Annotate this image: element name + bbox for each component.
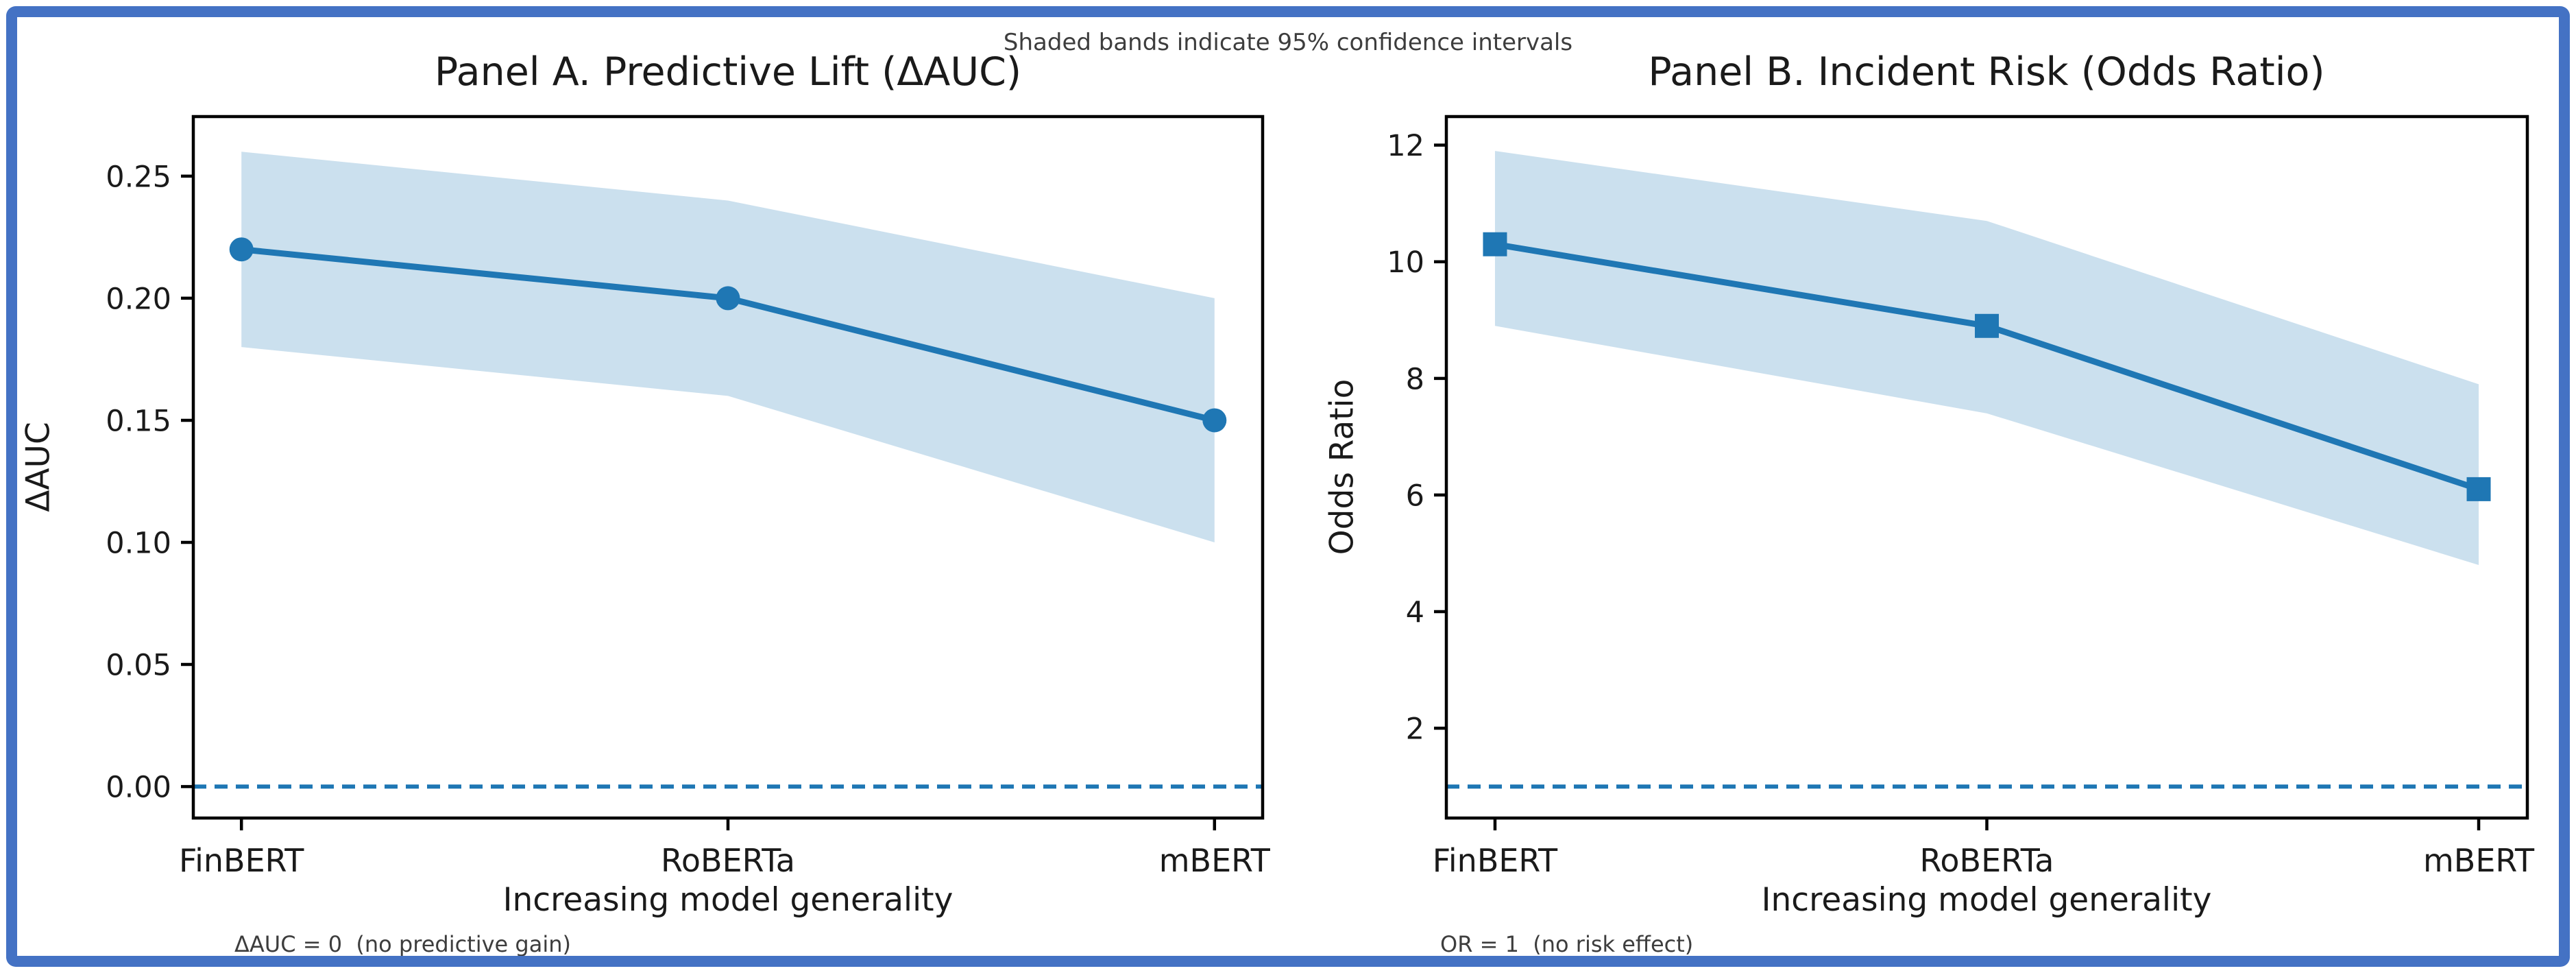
confidence-band bbox=[241, 152, 1215, 542]
x-tick-label: RoBERTa bbox=[661, 842, 795, 879]
data-point-mbert bbox=[2466, 477, 2491, 501]
data-point-mbert bbox=[1202, 408, 1227, 433]
y-tick-label: 2 bbox=[1406, 712, 1424, 747]
x-tick-label: mBERT bbox=[1159, 842, 1271, 879]
y-tick-label: 12 bbox=[1387, 129, 1424, 163]
x-tick-label: FinBERT bbox=[179, 842, 304, 879]
x-tick-label: mBERT bbox=[2423, 842, 2535, 879]
panel-b-y-axis-label: Odds Ratio bbox=[1323, 379, 1361, 555]
panel-b-title: Panel B. Incident Risk (Odds Ratio) bbox=[1648, 49, 2325, 95]
y-tick-label: 0.15 bbox=[106, 404, 171, 438]
panel-a-reference-annotation: ΔAUC = 0 (no predictive gain) bbox=[234, 931, 571, 957]
data-point-finbert bbox=[1483, 232, 1507, 256]
y-tick-label: 10 bbox=[1387, 245, 1424, 280]
panel-b-chart: 2 4 6 8 10 12 FinBERT RoBERTa mBERT bbox=[1387, 115, 2535, 879]
y-tick-label: 0.20 bbox=[106, 282, 171, 316]
data-point-roberta bbox=[1975, 313, 1999, 338]
panel-a-chart: 0.00 0.05 0.10 0.15 0.20 0.25 FinBERT RoBERTa mB… bbox=[106, 115, 1271, 879]
x-tick-label: RoBERTa bbox=[1920, 842, 2054, 879]
panel-a-title: Panel A. Predictive Lift (ΔAUC) bbox=[434, 49, 1022, 95]
confidence-band bbox=[1494, 151, 2479, 565]
y-tick-label: 8 bbox=[1406, 362, 1424, 396]
panel-a-y-axis-label: ΔAUC bbox=[19, 422, 58, 512]
y-tick-label: 6 bbox=[1406, 479, 1424, 513]
confidence-band-note: Shaded bands indicate 95% confidence int… bbox=[1003, 29, 1573, 56]
panel-a-x-axis-label: Increasing model generality bbox=[502, 881, 953, 919]
y-tick-label: 0.00 bbox=[106, 771, 171, 805]
y-tick-label: 4 bbox=[1406, 595, 1424, 629]
y-tick-label: 0.10 bbox=[106, 526, 171, 560]
panel-b-x-axis-label: Increasing model generality bbox=[1761, 881, 2212, 919]
data-point-finbert bbox=[229, 237, 254, 262]
x-tick-label: FinBERT bbox=[1433, 842, 1558, 879]
y-tick-label: 0.25 bbox=[106, 160, 171, 194]
data-point-roberta bbox=[716, 286, 740, 311]
panel-b-reference-annotation: OR = 1 (no risk effect) bbox=[1440, 931, 1694, 957]
y-tick-label: 0.05 bbox=[106, 649, 171, 683]
